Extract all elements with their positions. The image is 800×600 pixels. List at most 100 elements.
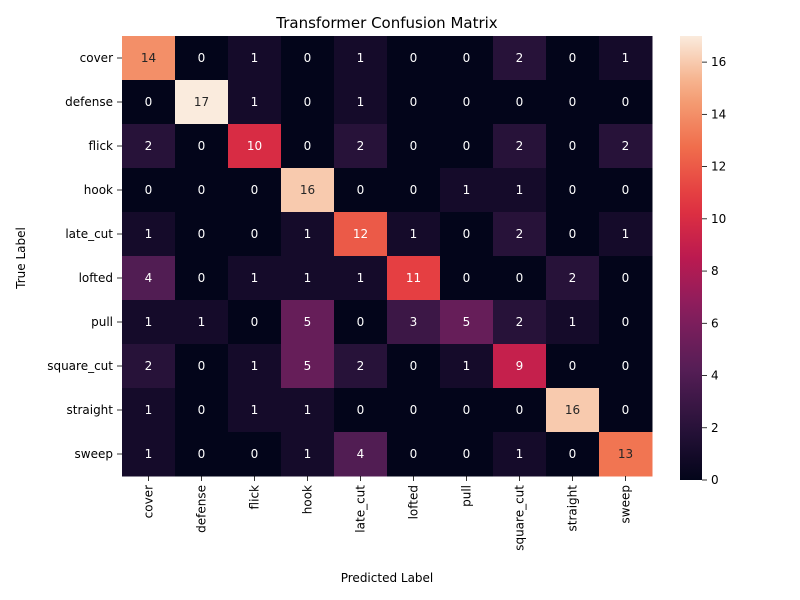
cell-value-label: 2 [516,51,524,65]
cell-value-label: 0 [569,447,577,461]
heatmap-cell [334,388,388,433]
cell-value-label: 9 [516,359,524,373]
heatmap-cell [122,80,176,125]
heatmap-cell [387,168,441,213]
cell-value-label: 2 [145,359,153,373]
cell-value-label: 0 [516,403,524,417]
cell-value-label: 0 [622,271,630,285]
heatmap-cell [387,212,441,257]
cell-value-label: 0 [410,95,418,109]
heatmap-cell [599,124,653,169]
cell-value-label: 0 [198,139,206,153]
cell-value-label: 1 [569,315,577,329]
heatmap-cell [599,36,653,81]
heatmap-cell [440,344,494,389]
cell-value-label: 11 [406,271,421,285]
heatmap-cell [440,300,494,345]
heatmap-cell [228,212,282,257]
cell-value-label: 0 [463,51,471,65]
heatmap-cell [281,344,335,389]
cell-value-label: 0 [198,51,206,65]
x-tick-label: defense [195,485,209,533]
heatmap-cell [175,80,229,125]
heatmap-cell [387,124,441,169]
heatmap-cell [599,432,653,477]
heatmap-cell [228,36,282,81]
cell-value-label: 1 [145,403,153,417]
cell-value-label: 0 [569,359,577,373]
heatmap-cell [440,388,494,433]
cell-value-label: 2 [516,139,524,153]
cell-value-label: 0 [357,315,365,329]
cell-value-label: 0 [569,183,577,197]
heatmap-cell [493,168,547,213]
cell-value-label: 1 [463,359,471,373]
cell-value-label: 16 [565,403,580,417]
cell-value-label: 0 [463,95,471,109]
cell-value-label: 12 [353,227,368,241]
cell-value-label: 1 [410,227,418,241]
y-tick-label: lofted [79,271,113,285]
heatmap-cell [387,256,441,301]
heatmap-cell [122,256,176,301]
heatmap-cell [440,168,494,213]
x-tick-label: straight [566,485,580,532]
colorbar-tick-label: 4 [711,369,719,383]
colorbar-tick-label: 14 [711,107,726,121]
cell-value-label: 0 [463,447,471,461]
heatmap-cell [228,124,282,169]
heatmap-cell [281,168,335,213]
cell-value-label: 0 [622,95,630,109]
heatmap-cell [493,80,547,125]
x-tick-label: square_cut [513,485,527,551]
cell-value-label: 1 [357,271,365,285]
cell-value-label: 0 [569,95,577,109]
heatmap-cell [546,124,600,169]
cell-value-label: 0 [357,403,365,417]
heatmap-cell [334,124,388,169]
cell-value-label: 0 [622,359,630,373]
x-tick-label: sweep [619,485,633,523]
cell-value-label: 1 [145,447,153,461]
heatmap-cell [228,344,282,389]
cell-value-label: 1 [622,227,630,241]
y-tick-label: defense [65,95,113,109]
cell-value-label: 1 [304,403,312,417]
cell-value-label: 0 [251,447,259,461]
cell-value-label: 0 [198,227,206,241]
cell-value-label: 1 [516,447,524,461]
heatmap-cell [440,36,494,81]
heatmap-cell [546,212,600,257]
heatmap-cell [281,212,335,257]
cell-value-label: 1 [304,227,312,241]
cell-value-label: 0 [251,227,259,241]
heatmap-cell [122,36,176,81]
heatmap-cell [493,432,547,477]
heatmap-cell [122,124,176,169]
heatmap-cell [493,388,547,433]
heatmap-cell [334,432,388,477]
cell-value-label: 1 [357,51,365,65]
heatmap-cell [175,432,229,477]
cell-value-label: 4 [145,271,153,285]
y-tick-label: flick [89,139,113,153]
cell-value-label: 1 [304,271,312,285]
heatmap-cell [122,432,176,477]
cell-value-label: 0 [304,139,312,153]
heatmap-cell [228,300,282,345]
colorbar-tick-label: 0 [711,473,719,487]
heatmap-cell [175,168,229,213]
y-tick-label: straight [66,403,113,417]
cell-value-label: 0 [463,271,471,285]
x-tick-label: pull [460,485,474,507]
heatmap-cell [281,124,335,169]
cell-value-label: 0 [410,359,418,373]
heatmap-cell [546,388,600,433]
heatmap-cell [387,80,441,125]
cell-value-label: 14 [141,51,156,65]
cell-value-label: 1 [145,315,153,329]
cell-value-label: 5 [304,315,312,329]
x-tick-label: lofted [407,485,421,519]
x-axis-ticks: cover defense flick hook late_cut lofted pull s… [142,476,633,551]
